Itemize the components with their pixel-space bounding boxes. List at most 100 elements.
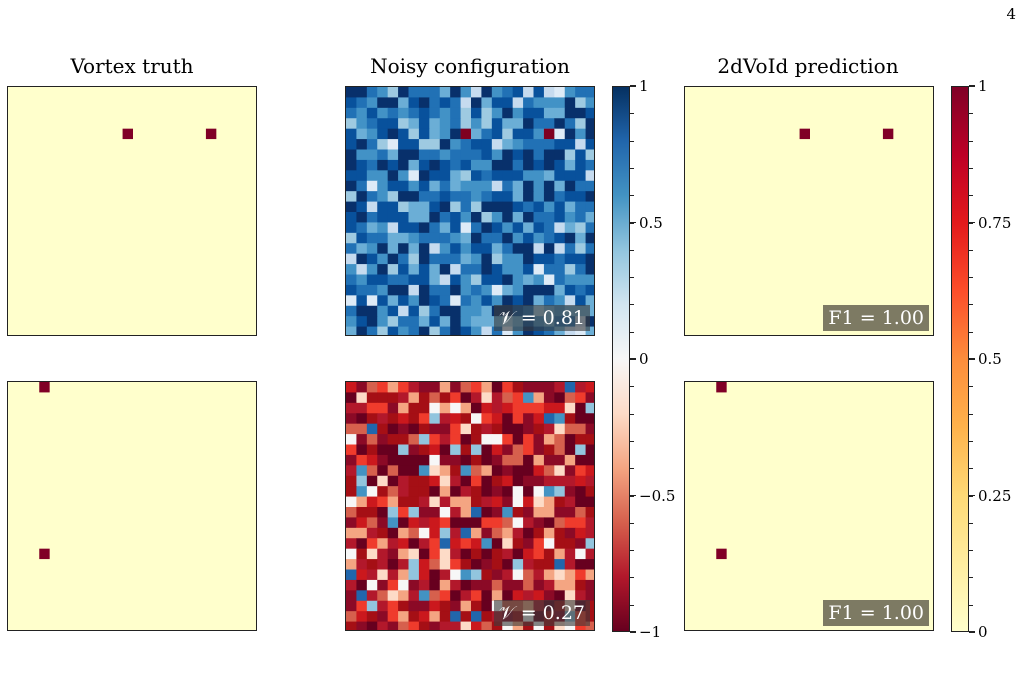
spin-cell [460, 264, 472, 275]
spin-cell [387, 548, 399, 560]
spin-cell [564, 222, 576, 234]
spin-cell [366, 139, 378, 150]
spin-cell [543, 222, 555, 234]
spin-cell [533, 517, 545, 529]
spin-cell [543, 475, 555, 487]
spin-cell [408, 180, 420, 192]
colorbar-minor-tick [969, 604, 973, 606]
colorbar-tick-label: 0 [978, 623, 988, 641]
spin-cell [460, 527, 472, 539]
spin-cell [533, 139, 545, 150]
spin-cell [439, 243, 451, 255]
spin-cell [366, 392, 378, 404]
spin-cell [450, 253, 462, 265]
spin-cell [481, 128, 493, 140]
spin-cell [377, 274, 389, 286]
spin-cell [543, 201, 555, 213]
spin-cell [481, 159, 493, 171]
spin-cell [523, 392, 534, 404]
spin-cell [523, 253, 534, 265]
spin-cell [450, 423, 462, 435]
spin-cell [502, 402, 514, 414]
spin-cell [366, 507, 378, 518]
spin-cell [429, 382, 441, 393]
spin-cell [575, 454, 587, 466]
spin-cell [460, 486, 472, 498]
spin-cell [502, 590, 514, 602]
spin-cell [585, 128, 594, 140]
spin-cell [523, 486, 534, 498]
spin-cell [398, 243, 409, 255]
spin-cell [512, 87, 524, 98]
vortex-cell [122, 128, 133, 140]
spin-cell [585, 465, 594, 477]
spin-cell [408, 295, 420, 307]
spin-cell [377, 569, 389, 581]
spin-cell [460, 274, 472, 286]
spin-cell [387, 402, 399, 414]
spin-cell [543, 527, 555, 539]
spin-cell [502, 284, 514, 296]
title-vortex-truth: Vortex truth [70, 54, 194, 78]
spin-cell [398, 222, 409, 234]
spin-cell [491, 274, 503, 286]
spin-cell [387, 284, 399, 296]
spin-cell [575, 434, 587, 445]
colorbar-tick-label: 0.5 [978, 350, 1002, 368]
spin-cell [533, 475, 545, 487]
spin-cell [398, 87, 409, 98]
spin-cell [512, 569, 524, 581]
spin-cell [533, 191, 545, 203]
spin-cell [408, 159, 420, 171]
spin-cell [418, 201, 430, 213]
spin-cell [585, 191, 594, 203]
spin-cell [387, 621, 399, 630]
spin-cell [543, 465, 555, 477]
spin-cell [585, 139, 594, 150]
spin-cell [491, 170, 503, 182]
spin-cell [460, 212, 472, 223]
spin-cell [377, 118, 389, 130]
spin-cell [366, 326, 378, 335]
spin-cell [460, 149, 472, 161]
spin-cell [471, 611, 482, 623]
spin-cell [460, 295, 472, 307]
spin-cell [471, 465, 482, 477]
spin-cell [491, 295, 503, 307]
spin-cell [533, 264, 545, 275]
spin-cell [429, 180, 441, 192]
spin-cell [429, 611, 441, 623]
spin-cell [408, 264, 420, 275]
spin-cell [564, 107, 576, 119]
spin-cell [575, 538, 587, 550]
spin-cell [366, 465, 378, 477]
spin-cell [366, 107, 378, 119]
spin-cell [418, 264, 430, 275]
spin-cell [439, 274, 451, 286]
spin-cell [471, 295, 482, 307]
spin-cell [418, 517, 430, 529]
spin-cell [471, 402, 482, 414]
spin-cell [460, 402, 472, 414]
spin-cell [439, 284, 451, 296]
spin-cell [512, 170, 524, 182]
spin-cell [387, 264, 399, 275]
spin-cell [491, 264, 503, 275]
spin-cell [554, 295, 566, 307]
colorbar-minor-tick [969, 440, 973, 442]
colorbar-tick-label: −1 [639, 623, 662, 641]
spin-cell [450, 517, 462, 529]
spin-cell [429, 274, 441, 286]
spin-cell [398, 600, 409, 612]
vortex-cell [39, 548, 50, 560]
spin-cell [460, 423, 472, 435]
spin-cell [377, 579, 389, 591]
spin-cell [346, 579, 357, 591]
spin-cell [439, 413, 451, 425]
spin-cell [387, 611, 399, 623]
spin-cell [387, 434, 399, 445]
spin-cell [543, 423, 555, 435]
spin-cell [398, 149, 409, 161]
spin-cell [408, 413, 420, 425]
spin-cell [408, 87, 420, 98]
